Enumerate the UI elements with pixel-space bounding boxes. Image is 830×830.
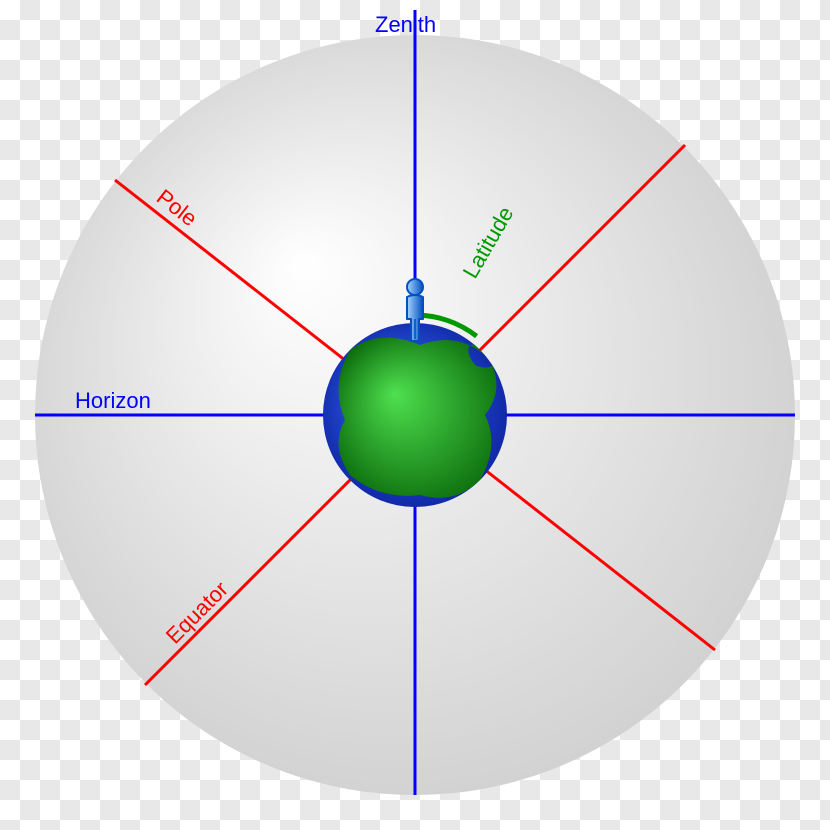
diagram-canvas: Zenith Horizon Pole Equator Latitude: [0, 0, 830, 830]
horizon-label: Horizon: [75, 388, 151, 413]
zenith-label: Zenith: [375, 12, 436, 37]
celestial-sphere-svg: Zenith Horizon Pole Equator Latitude: [0, 0, 830, 830]
earth: [323, 323, 507, 507]
